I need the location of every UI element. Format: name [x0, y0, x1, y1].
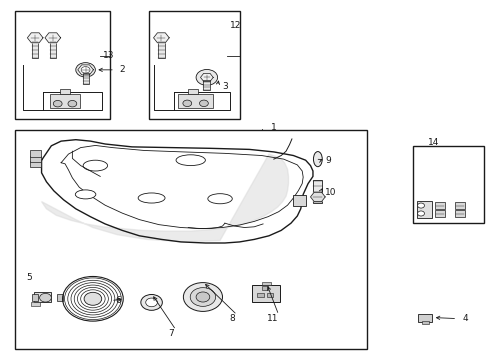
Circle shape: [190, 288, 215, 306]
Circle shape: [417, 211, 424, 216]
Bar: [32, 294, 38, 301]
Circle shape: [199, 100, 208, 107]
Bar: [434, 210, 444, 217]
Bar: [30, 161, 41, 167]
Bar: [31, 302, 40, 306]
Bar: [50, 38, 56, 58]
Bar: [60, 89, 70, 94]
Bar: [203, 80, 210, 90]
Bar: [57, 294, 62, 301]
Circle shape: [53, 100, 62, 107]
Bar: [256, 293, 263, 297]
Bar: [30, 150, 41, 157]
Bar: [417, 314, 431, 322]
Text: 6: 6: [115, 296, 121, 305]
Circle shape: [40, 293, 51, 302]
Circle shape: [84, 292, 102, 305]
Bar: [313, 180, 322, 203]
Circle shape: [417, 203, 424, 208]
Text: 4: 4: [461, 314, 467, 323]
Circle shape: [76, 63, 95, 77]
Text: 11: 11: [266, 314, 278, 323]
Ellipse shape: [83, 160, 107, 171]
Bar: [434, 202, 444, 209]
Bar: [261, 286, 268, 290]
Polygon shape: [41, 154, 288, 242]
Ellipse shape: [207, 194, 232, 204]
Bar: [178, 94, 212, 108]
Text: 1: 1: [271, 123, 277, 132]
Bar: [188, 89, 198, 94]
Text: 2: 2: [120, 65, 125, 74]
Text: 3: 3: [222, 82, 228, 91]
Ellipse shape: [313, 152, 322, 167]
Circle shape: [145, 298, 157, 307]
Bar: [261, 282, 271, 285]
Circle shape: [81, 67, 90, 73]
Ellipse shape: [75, 190, 96, 199]
Bar: [149, 11, 239, 119]
Text: 14: 14: [427, 138, 438, 147]
Bar: [454, 210, 464, 217]
Circle shape: [141, 294, 162, 310]
Bar: [15, 130, 366, 349]
Text: 8: 8: [229, 314, 235, 323]
Text: 12: 12: [229, 21, 241, 30]
Bar: [412, 146, 483, 223]
Ellipse shape: [138, 193, 164, 203]
Bar: [421, 321, 428, 324]
Circle shape: [68, 100, 77, 107]
Bar: [32, 38, 38, 58]
Bar: [15, 11, 110, 119]
Text: 13: 13: [102, 51, 114, 60]
Bar: [50, 94, 80, 108]
Polygon shape: [153, 33, 169, 43]
Text: 7: 7: [168, 329, 174, 338]
Polygon shape: [45, 33, 61, 43]
Bar: [30, 156, 41, 162]
Circle shape: [196, 292, 209, 302]
Bar: [251, 285, 280, 302]
Polygon shape: [78, 65, 93, 75]
Bar: [158, 38, 164, 58]
Bar: [293, 195, 305, 206]
Polygon shape: [310, 192, 325, 202]
Bar: [416, 201, 431, 218]
Polygon shape: [200, 73, 213, 81]
Text: 10: 10: [325, 188, 336, 197]
Circle shape: [183, 100, 191, 107]
Circle shape: [196, 69, 217, 85]
Ellipse shape: [176, 155, 205, 166]
Bar: [34, 292, 51, 302]
Circle shape: [183, 283, 222, 311]
Bar: [266, 293, 273, 297]
Polygon shape: [27, 33, 43, 43]
Text: 5: 5: [26, 273, 32, 282]
Bar: [82, 73, 88, 84]
Text: 9: 9: [325, 156, 330, 165]
Bar: [454, 202, 464, 209]
